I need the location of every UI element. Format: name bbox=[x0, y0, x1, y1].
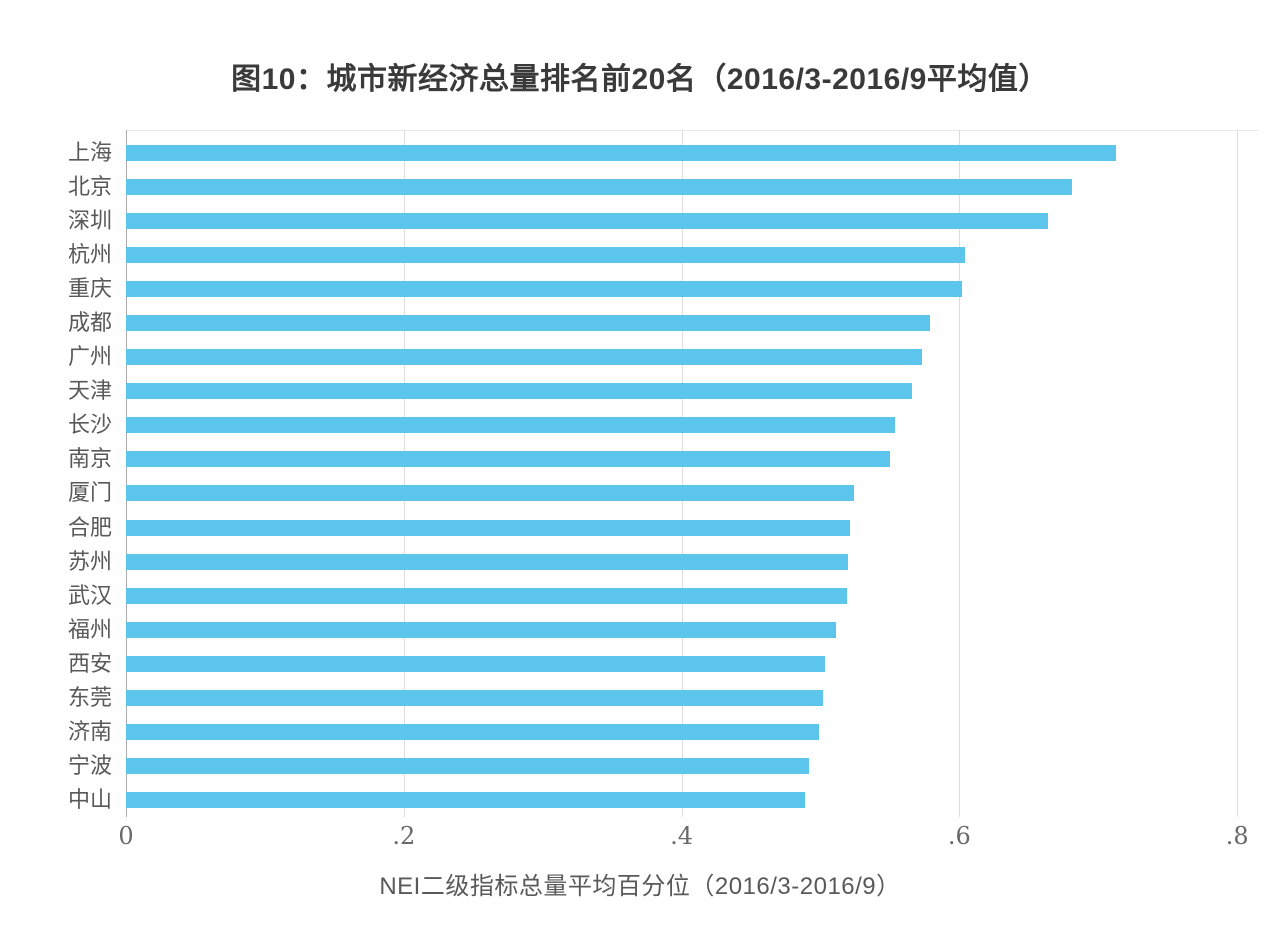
bar-row bbox=[126, 204, 1258, 238]
x-tick-label: .4 bbox=[670, 822, 694, 850]
category-label: 长沙 bbox=[67, 412, 112, 438]
bar-天津 bbox=[126, 383, 913, 400]
bar-上海 bbox=[126, 145, 1117, 161]
bar-row bbox=[126, 545, 1258, 579]
category-label: 中山 bbox=[67, 786, 112, 812]
plot-top-border bbox=[126, 130, 1258, 131]
bar-中山 bbox=[126, 791, 806, 808]
bar-row bbox=[126, 749, 1258, 783]
bar-row bbox=[126, 476, 1258, 510]
bar-row bbox=[126, 442, 1258, 476]
bar-长沙 bbox=[126, 417, 896, 434]
category-label: 合肥 bbox=[67, 514, 112, 540]
bar-row bbox=[126, 306, 1258, 340]
category-label: 福州 bbox=[67, 616, 112, 642]
bar-杭州 bbox=[126, 247, 965, 264]
bar-row bbox=[126, 340, 1258, 374]
bar-西安 bbox=[126, 655, 825, 672]
x-tick-label: 0 bbox=[118, 822, 134, 850]
gridline bbox=[403, 130, 405, 817]
bar-row bbox=[126, 647, 1258, 681]
bar-row bbox=[126, 238, 1258, 272]
bar-合肥 bbox=[126, 519, 850, 536]
bar-武汉 bbox=[126, 587, 847, 604]
x-tick-label: .2 bbox=[392, 822, 416, 850]
bar-row bbox=[126, 511, 1258, 545]
gridline bbox=[1237, 130, 1239, 817]
bar-row bbox=[126, 681, 1258, 715]
bar-成都 bbox=[126, 315, 931, 332]
bar-福州 bbox=[126, 621, 836, 638]
bar-row bbox=[126, 136, 1258, 170]
category-label: 深圳 bbox=[67, 208, 112, 234]
category-label: 杭州 bbox=[67, 242, 112, 268]
gridline bbox=[681, 130, 683, 817]
x-axis-ticks: 0 .2 .4 .6 .8 bbox=[118, 822, 1258, 852]
x-axis-title: NEI二级指标总量平均百分位（2016/3-2016/9） bbox=[379, 873, 901, 900]
bar-row bbox=[126, 715, 1258, 749]
category-label: 广州 bbox=[67, 344, 112, 370]
category-labels: 上海北京深圳杭州重庆成都广州天津长沙南京厦门合肥苏州武汉福州西安东莞济南宁波中山 bbox=[0, 136, 112, 817]
category-label: 北京 bbox=[67, 174, 112, 200]
bar-济南 bbox=[126, 723, 820, 740]
plot-area bbox=[126, 130, 1258, 817]
category-label: 重庆 bbox=[67, 276, 112, 302]
category-label: 厦门 bbox=[67, 480, 112, 506]
bar-苏州 bbox=[126, 553, 849, 570]
bar-row bbox=[126, 170, 1258, 204]
category-label: 武汉 bbox=[67, 582, 112, 608]
category-label: 成都 bbox=[67, 310, 112, 336]
bar-广州 bbox=[126, 349, 922, 366]
x-tick-label: .6 bbox=[947, 822, 971, 850]
x-tick-label: .8 bbox=[1225, 822, 1249, 850]
category-label: 西安 bbox=[67, 650, 112, 676]
bar-row bbox=[126, 408, 1258, 442]
bar-row bbox=[126, 579, 1258, 613]
bar-row bbox=[126, 613, 1258, 647]
category-label: 济南 bbox=[67, 718, 112, 744]
chart-title: 图10：城市新经济总量排名前20名（2016/3-2016/9平均值） bbox=[231, 63, 1049, 96]
bar-row bbox=[126, 272, 1258, 306]
zero-axis-line bbox=[126, 130, 127, 817]
category-label: 南京 bbox=[67, 446, 112, 472]
bar-深圳 bbox=[126, 213, 1049, 230]
bar-宁波 bbox=[126, 757, 810, 774]
gridline bbox=[959, 130, 961, 817]
bar-rows bbox=[126, 136, 1258, 817]
bar-row bbox=[126, 374, 1258, 408]
category-label: 天津 bbox=[67, 378, 112, 404]
category-label: 苏州 bbox=[67, 548, 112, 574]
bar-重庆 bbox=[126, 281, 963, 298]
bar-row bbox=[126, 783, 1258, 817]
category-label: 上海 bbox=[67, 140, 112, 165]
category-label: 东莞 bbox=[67, 684, 112, 710]
bar-厦门 bbox=[126, 485, 854, 502]
bar-北京 bbox=[126, 179, 1072, 196]
bar-东莞 bbox=[126, 689, 824, 706]
bar-南京 bbox=[126, 451, 890, 468]
category-label: 宁波 bbox=[67, 752, 112, 778]
